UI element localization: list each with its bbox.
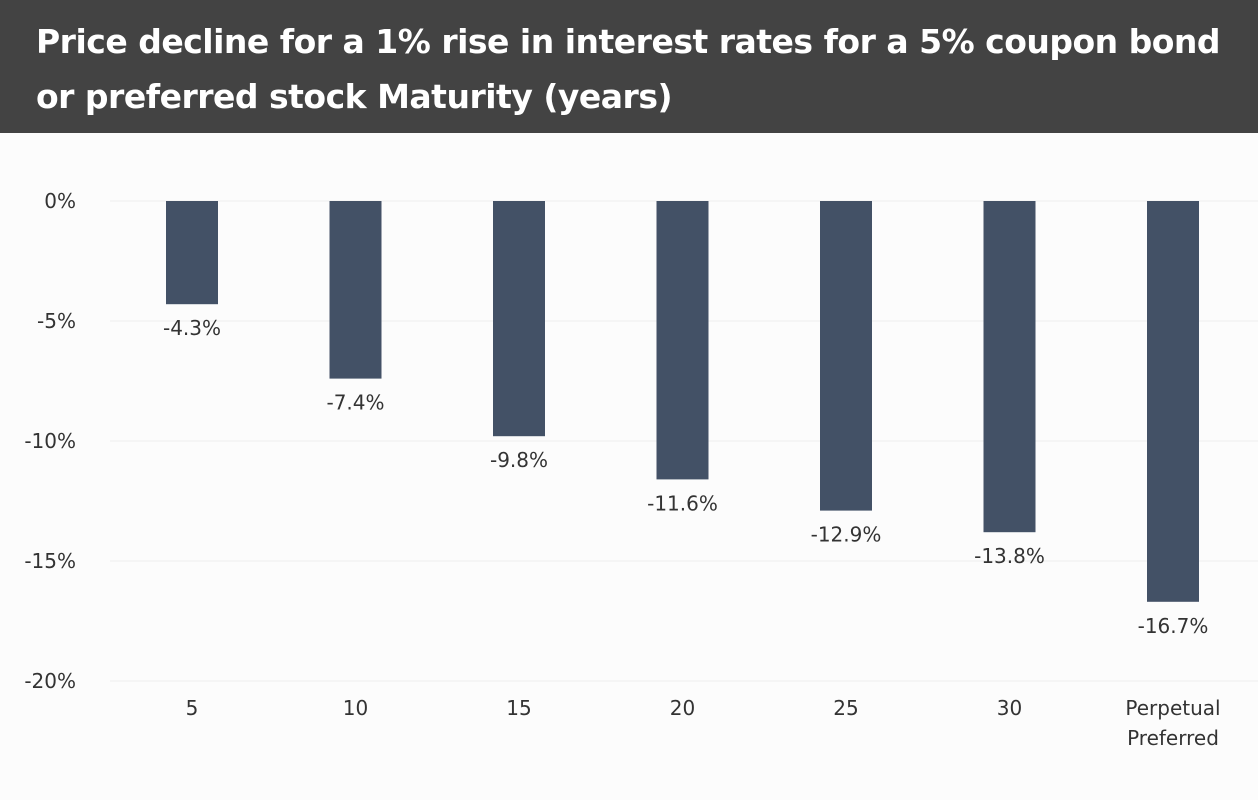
bar-chart: 0% -5% -10% -15% -20% -4.3% 5 -7.4% 10 -9.8% 15 -11… <box>24 189 1258 750</box>
y-tick-label: -20% <box>24 669 76 693</box>
bar <box>329 201 382 379</box>
data-label: -16.7% <box>1138 614 1209 638</box>
chart-title-line-1: Price decline for a 1% rise in interest … <box>36 22 1221 61</box>
y-tick-label: -5% <box>37 309 76 333</box>
x-tick-label: 30 <box>997 696 1022 720</box>
data-label: -12.9% <box>811 523 882 547</box>
bar <box>983 201 1036 533</box>
x-tick-label: 15 <box>506 696 531 720</box>
data-label: -9.8% <box>490 448 548 472</box>
x-tick-label: Perpetual <box>1125 696 1220 720</box>
y-tick-label: 0% <box>44 189 76 213</box>
data-label: -13.8% <box>974 544 1045 568</box>
data-label: -4.3% <box>163 316 221 340</box>
bar <box>1147 201 1199 602</box>
x-tick-label: 25 <box>833 696 858 720</box>
bar <box>820 201 872 511</box>
plot-area: 0% -5% -10% -15% -20% -4.3% 5 -7.4% 10 -9.8% 15 -11… <box>0 133 1258 800</box>
x-tick-label: 20 <box>670 696 695 720</box>
bar <box>656 201 709 480</box>
y-tick-label: -15% <box>24 549 76 573</box>
chart-header: Price decline for a 1% rise in interest … <box>0 0 1258 133</box>
chart-title-line-2: or preferred stock Maturity (years) <box>36 77 673 116</box>
x-tick-label: Preferred <box>1127 726 1219 750</box>
x-tick-label: 5 <box>186 696 199 720</box>
y-tick-label: -10% <box>24 429 76 453</box>
data-label: -7.4% <box>326 391 384 415</box>
x-tick-label: 10 <box>343 696 368 720</box>
bar <box>493 201 545 437</box>
bar <box>166 201 218 305</box>
data-label: -11.6% <box>647 491 718 515</box>
